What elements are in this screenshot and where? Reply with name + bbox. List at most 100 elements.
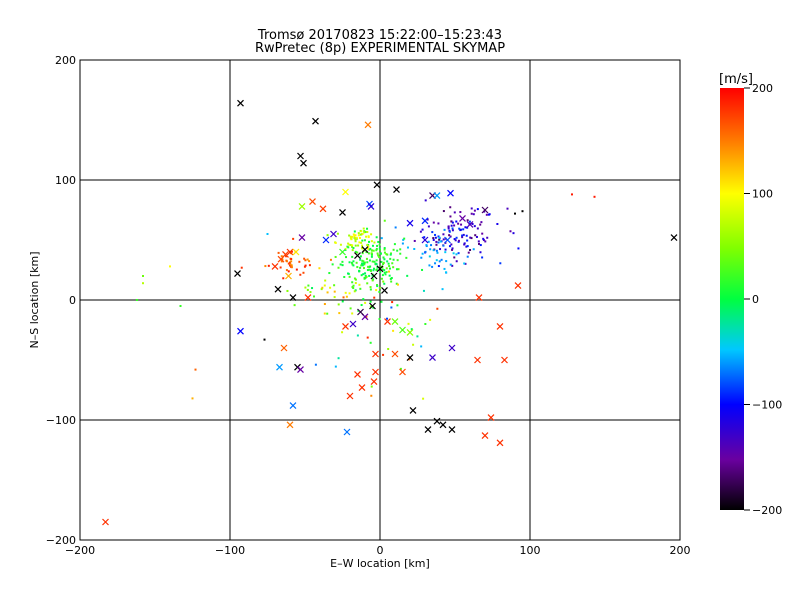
- cross-marker: [475, 294, 483, 302]
- data-point: [383, 248, 386, 251]
- data-point: [449, 235, 452, 238]
- data-point: [282, 277, 285, 280]
- cross-marker: [286, 248, 294, 256]
- data-point: [369, 288, 372, 291]
- data-point: [462, 233, 465, 236]
- data-point: [453, 256, 456, 259]
- x-tick-label: 0: [377, 544, 384, 557]
- data-point: [463, 262, 466, 265]
- cross-marker: [330, 230, 337, 238]
- data-point: [368, 259, 371, 262]
- data-point: [442, 210, 445, 213]
- data-point: [367, 236, 370, 239]
- data-point: [372, 306, 375, 309]
- data-point: [439, 240, 442, 243]
- data-point: [474, 234, 477, 237]
- data-point: [434, 262, 437, 265]
- data-point: [361, 239, 364, 242]
- data-point: [373, 260, 376, 263]
- data-point: [372, 249, 375, 252]
- cross-marker: [406, 328, 414, 336]
- cross-marker: [399, 368, 406, 376]
- data-point: [434, 236, 437, 239]
- cross-marker: [274, 285, 282, 293]
- data-point: [383, 258, 386, 261]
- cross-marker: [369, 302, 376, 310]
- data-point: [366, 230, 369, 233]
- data-point: [466, 226, 469, 229]
- data-point: [365, 315, 368, 318]
- data-point: [482, 239, 485, 242]
- data-point: [364, 274, 367, 277]
- data-point: [358, 241, 361, 244]
- data-point: [136, 299, 138, 301]
- data-point: [442, 233, 445, 236]
- data-point: [359, 266, 362, 269]
- cross-marker: [670, 234, 678, 242]
- x-axis-label: E–W location [km]: [330, 557, 430, 570]
- data-point: [363, 263, 366, 266]
- data-point: [169, 265, 171, 268]
- data-point: [399, 252, 402, 255]
- data-point: [413, 247, 416, 250]
- data-point: [308, 260, 311, 263]
- data-point: [481, 256, 484, 259]
- data-point: [357, 234, 360, 237]
- data-point: [399, 248, 402, 251]
- data-point: [358, 283, 361, 286]
- cross-marker: [319, 205, 327, 213]
- data-point: [443, 267, 446, 270]
- data-point: [496, 223, 499, 226]
- data-point: [345, 256, 348, 259]
- data-point: [361, 264, 364, 267]
- data-point: [361, 262, 364, 265]
- cross-marker: [481, 206, 489, 214]
- data-point: [375, 268, 378, 271]
- data-point: [412, 343, 415, 346]
- data-point: [329, 258, 332, 261]
- data-point: [349, 235, 352, 238]
- data-point: [339, 263, 342, 266]
- data-point: [304, 259, 307, 262]
- data-point: [488, 213, 491, 216]
- data-point: [512, 232, 515, 235]
- data-point: [390, 280, 393, 283]
- data-point: [432, 238, 435, 241]
- data-point: [372, 269, 375, 272]
- cross-marker: [448, 426, 456, 434]
- cross-marker: [285, 272, 292, 280]
- data-point: [468, 220, 471, 223]
- data-point: [448, 245, 451, 248]
- data-point: [424, 199, 427, 202]
- data-point: [444, 251, 447, 254]
- data-point: [466, 255, 469, 258]
- data-point: [416, 335, 419, 338]
- data-point: [455, 260, 458, 263]
- data-point: [378, 248, 381, 251]
- cross-marker: [304, 294, 312, 302]
- data-point: [479, 251, 482, 254]
- cross-marker: [399, 326, 406, 334]
- cross-marker: [433, 192, 441, 200]
- data-point: [380, 237, 383, 240]
- cross-marker: [309, 198, 316, 206]
- data-point: [290, 250, 293, 253]
- data-point: [351, 244, 354, 247]
- data-point: [457, 252, 460, 255]
- cross-marker: [342, 322, 349, 330]
- cross-marker: [289, 294, 297, 302]
- data-point: [368, 274, 371, 277]
- data-point: [393, 243, 396, 246]
- x-tick-labels: −200 −100 0 100 200: [65, 544, 691, 557]
- data-point: [263, 338, 266, 341]
- data-point: [389, 257, 392, 260]
- data-point: [366, 247, 369, 250]
- y-tick-label: 200: [55, 54, 76, 67]
- cross-marker: [342, 188, 349, 196]
- cross-marker: [370, 378, 378, 386]
- data-point: [363, 230, 366, 233]
- data-point: [357, 244, 360, 247]
- data-point: [378, 256, 381, 259]
- data-point: [302, 271, 305, 274]
- data-point: [369, 300, 372, 303]
